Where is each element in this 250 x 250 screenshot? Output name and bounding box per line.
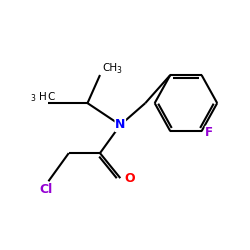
Text: O: O (124, 172, 135, 184)
Text: C: C (47, 92, 54, 102)
Text: H: H (39, 92, 47, 102)
Text: 3: 3 (117, 66, 122, 75)
Text: 3: 3 (30, 94, 35, 103)
Text: Cl: Cl (39, 183, 52, 196)
Text: F: F (205, 126, 213, 139)
Text: N: N (115, 118, 126, 132)
Text: CH: CH (102, 64, 118, 74)
